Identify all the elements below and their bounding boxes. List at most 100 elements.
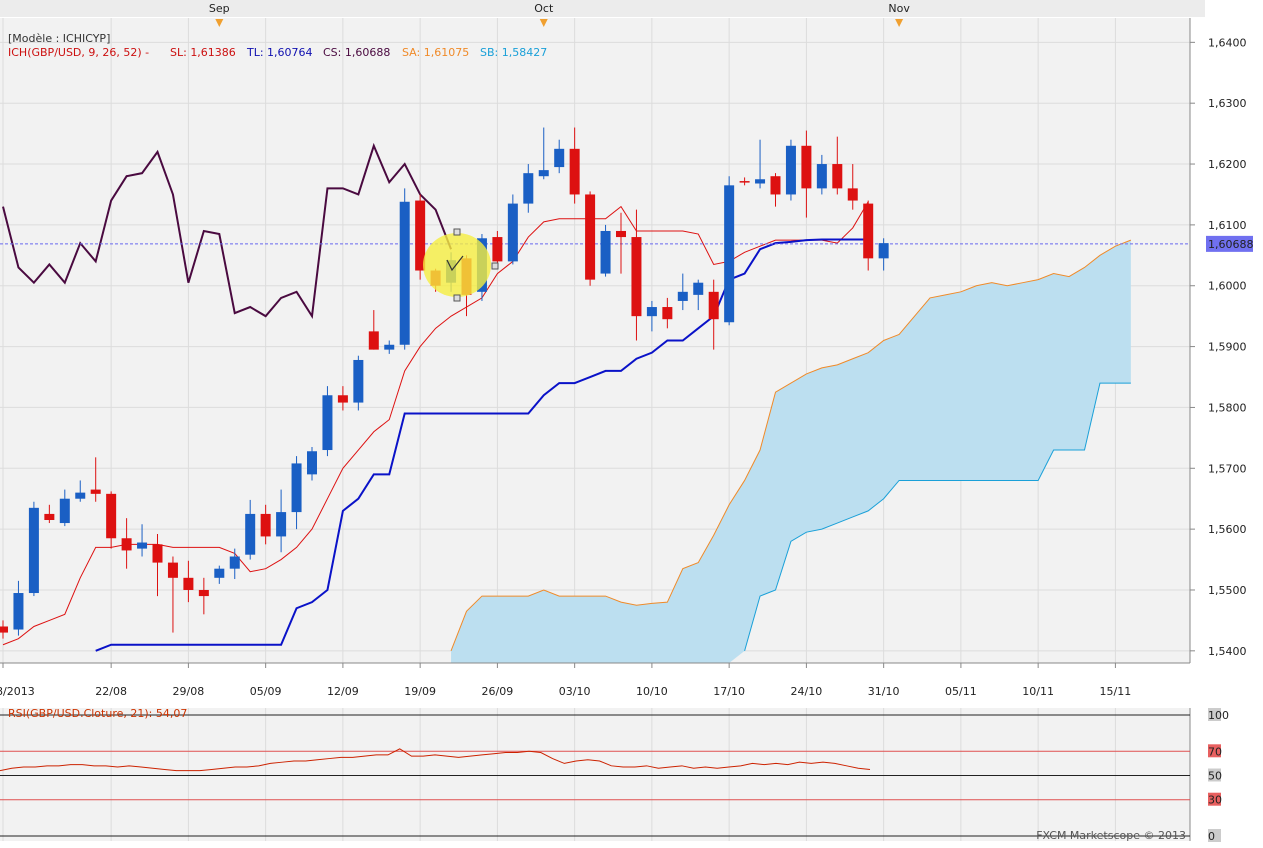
ich-legend-name: ICH(GBP/USD, 9, 26, 52) - [8,46,149,59]
candle-body[interactable] [183,577,194,590]
x-tick-label: 03/10 [559,685,591,698]
candle-body[interactable] [646,307,657,317]
candle-body[interactable] [569,148,580,195]
rsi-title: RSI(GBP/USD.Cloture, 21): 54,07 [8,707,187,720]
candle-body[interactable] [229,556,240,569]
candle-body[interactable] [245,513,256,555]
candle-body[interactable] [631,237,642,317]
candle-body[interactable] [368,331,379,350]
candle-body[interactable] [167,562,178,578]
candle-body[interactable] [863,203,874,259]
x-tick-label: 26/09 [482,685,514,698]
tenkan-line [2,201,869,646]
candle-body[interactable] [492,237,503,262]
rsi-level-badge [1208,708,1221,721]
tl-legend: TL: 1,60764 [246,46,313,59]
candle-body[interactable] [59,498,70,524]
rsi-level-label: 0 [1208,830,1215,843]
candle-body[interactable] [878,243,889,259]
month-label: Sep [209,2,230,15]
current-price-badge [1206,235,1253,252]
candle-body[interactable] [801,145,812,189]
candle-body[interactable] [13,593,24,630]
candle-body[interactable] [832,164,843,189]
candle-body[interactable] [662,307,673,320]
candle-body[interactable] [214,568,225,578]
highlight-handle[interactable] [453,228,461,236]
candle-body[interactable] [847,188,858,201]
candle-body[interactable] [322,395,333,451]
ichimoku-cloud [451,240,1131,663]
candle-body[interactable] [0,626,8,633]
candle-body[interactable] [693,282,704,295]
y-tick-label: 1,6300 [1208,97,1247,110]
candle-body[interactable] [585,194,596,280]
candle-body[interactable] [106,493,117,539]
candle-body[interactable] [152,544,163,563]
candle-body[interactable] [28,507,39,594]
candle-body[interactable] [554,148,565,168]
candle-body[interactable] [739,181,750,183]
x-tick-label: 13/08/2013 [0,685,35,698]
y-tick-label: 1,6200 [1208,158,1247,171]
month-strip [0,0,1205,17]
candle-body[interactable] [121,538,132,551]
candle-body[interactable] [677,291,688,301]
x-tick-label: 12/09 [327,685,359,698]
candle-body[interactable] [75,492,86,499]
x-tick-label: 22/08 [95,685,127,698]
rsi-level-label: 70 [1208,745,1222,758]
rsi-level-badge [1208,829,1221,842]
highlight-check-mark [446,255,464,272]
candle-body[interactable] [276,512,287,537]
highlight-annotation [423,228,499,302]
candle-body[interactable] [724,185,735,323]
candle-body[interactable] [137,542,148,549]
senkou-b-line [744,382,1131,651]
candle-body[interactable] [507,203,518,262]
candle-body[interactable] [90,489,101,494]
candle-body[interactable] [353,359,364,403]
rsi-panel[interactable] [0,708,1190,841]
y-tick-label: 1,5400 [1208,645,1247,658]
candle-body[interactable] [415,200,426,271]
rsi-level-badge [1208,792,1221,806]
month-marker [215,19,224,27]
y-tick-label: 1,5700 [1208,462,1247,475]
candle-body[interactable] [260,513,271,537]
candle-body[interactable] [538,170,549,177]
candle-body[interactable] [816,164,827,189]
x-tick-label: 17/10 [713,685,745,698]
candle-body[interactable] [616,230,626,238]
ichimoku-legend: ICH(GBP/USD, 9, 26, 52) - SL: 1,61386 TL… [8,46,547,59]
candle-body[interactable] [337,395,348,403]
candle-body[interactable] [785,145,796,195]
candle-body[interactable] [198,589,209,597]
highlight-handle[interactable] [491,262,499,270]
candle-body[interactable] [384,344,395,350]
candle-body[interactable] [307,451,317,475]
cloud-area [451,240,1131,663]
y-tick-label: 1,6000 [1208,280,1247,293]
y-tick-label: 1,5600 [1208,523,1247,536]
candle-body[interactable] [399,201,410,345]
x-tick-label: 19/09 [404,685,436,698]
x-tick-label: 05/09 [250,685,282,698]
sb-legend: SB: 1,58427 [480,46,547,59]
candle-body[interactable] [600,230,611,274]
candle-body[interactable] [770,176,781,195]
copyright: FXCM Marketscope © 2013 [1036,829,1186,842]
candle-body[interactable] [291,463,302,513]
candle-body[interactable] [708,291,719,320]
candle-body[interactable] [523,173,534,204]
y-tick-label: 1,5800 [1208,401,1247,414]
rsi-level-label: 100 [1208,709,1229,722]
current-price-label: 1,60688 [1208,238,1254,251]
x-tick-label: 24/10 [791,685,823,698]
cs-legend: CS: 1,60688 [323,46,390,59]
candle-body[interactable] [755,179,766,184]
candle-body[interactable] [44,513,55,521]
highlight-handle[interactable] [453,294,461,302]
rsi-level-label: 50 [1208,770,1222,783]
